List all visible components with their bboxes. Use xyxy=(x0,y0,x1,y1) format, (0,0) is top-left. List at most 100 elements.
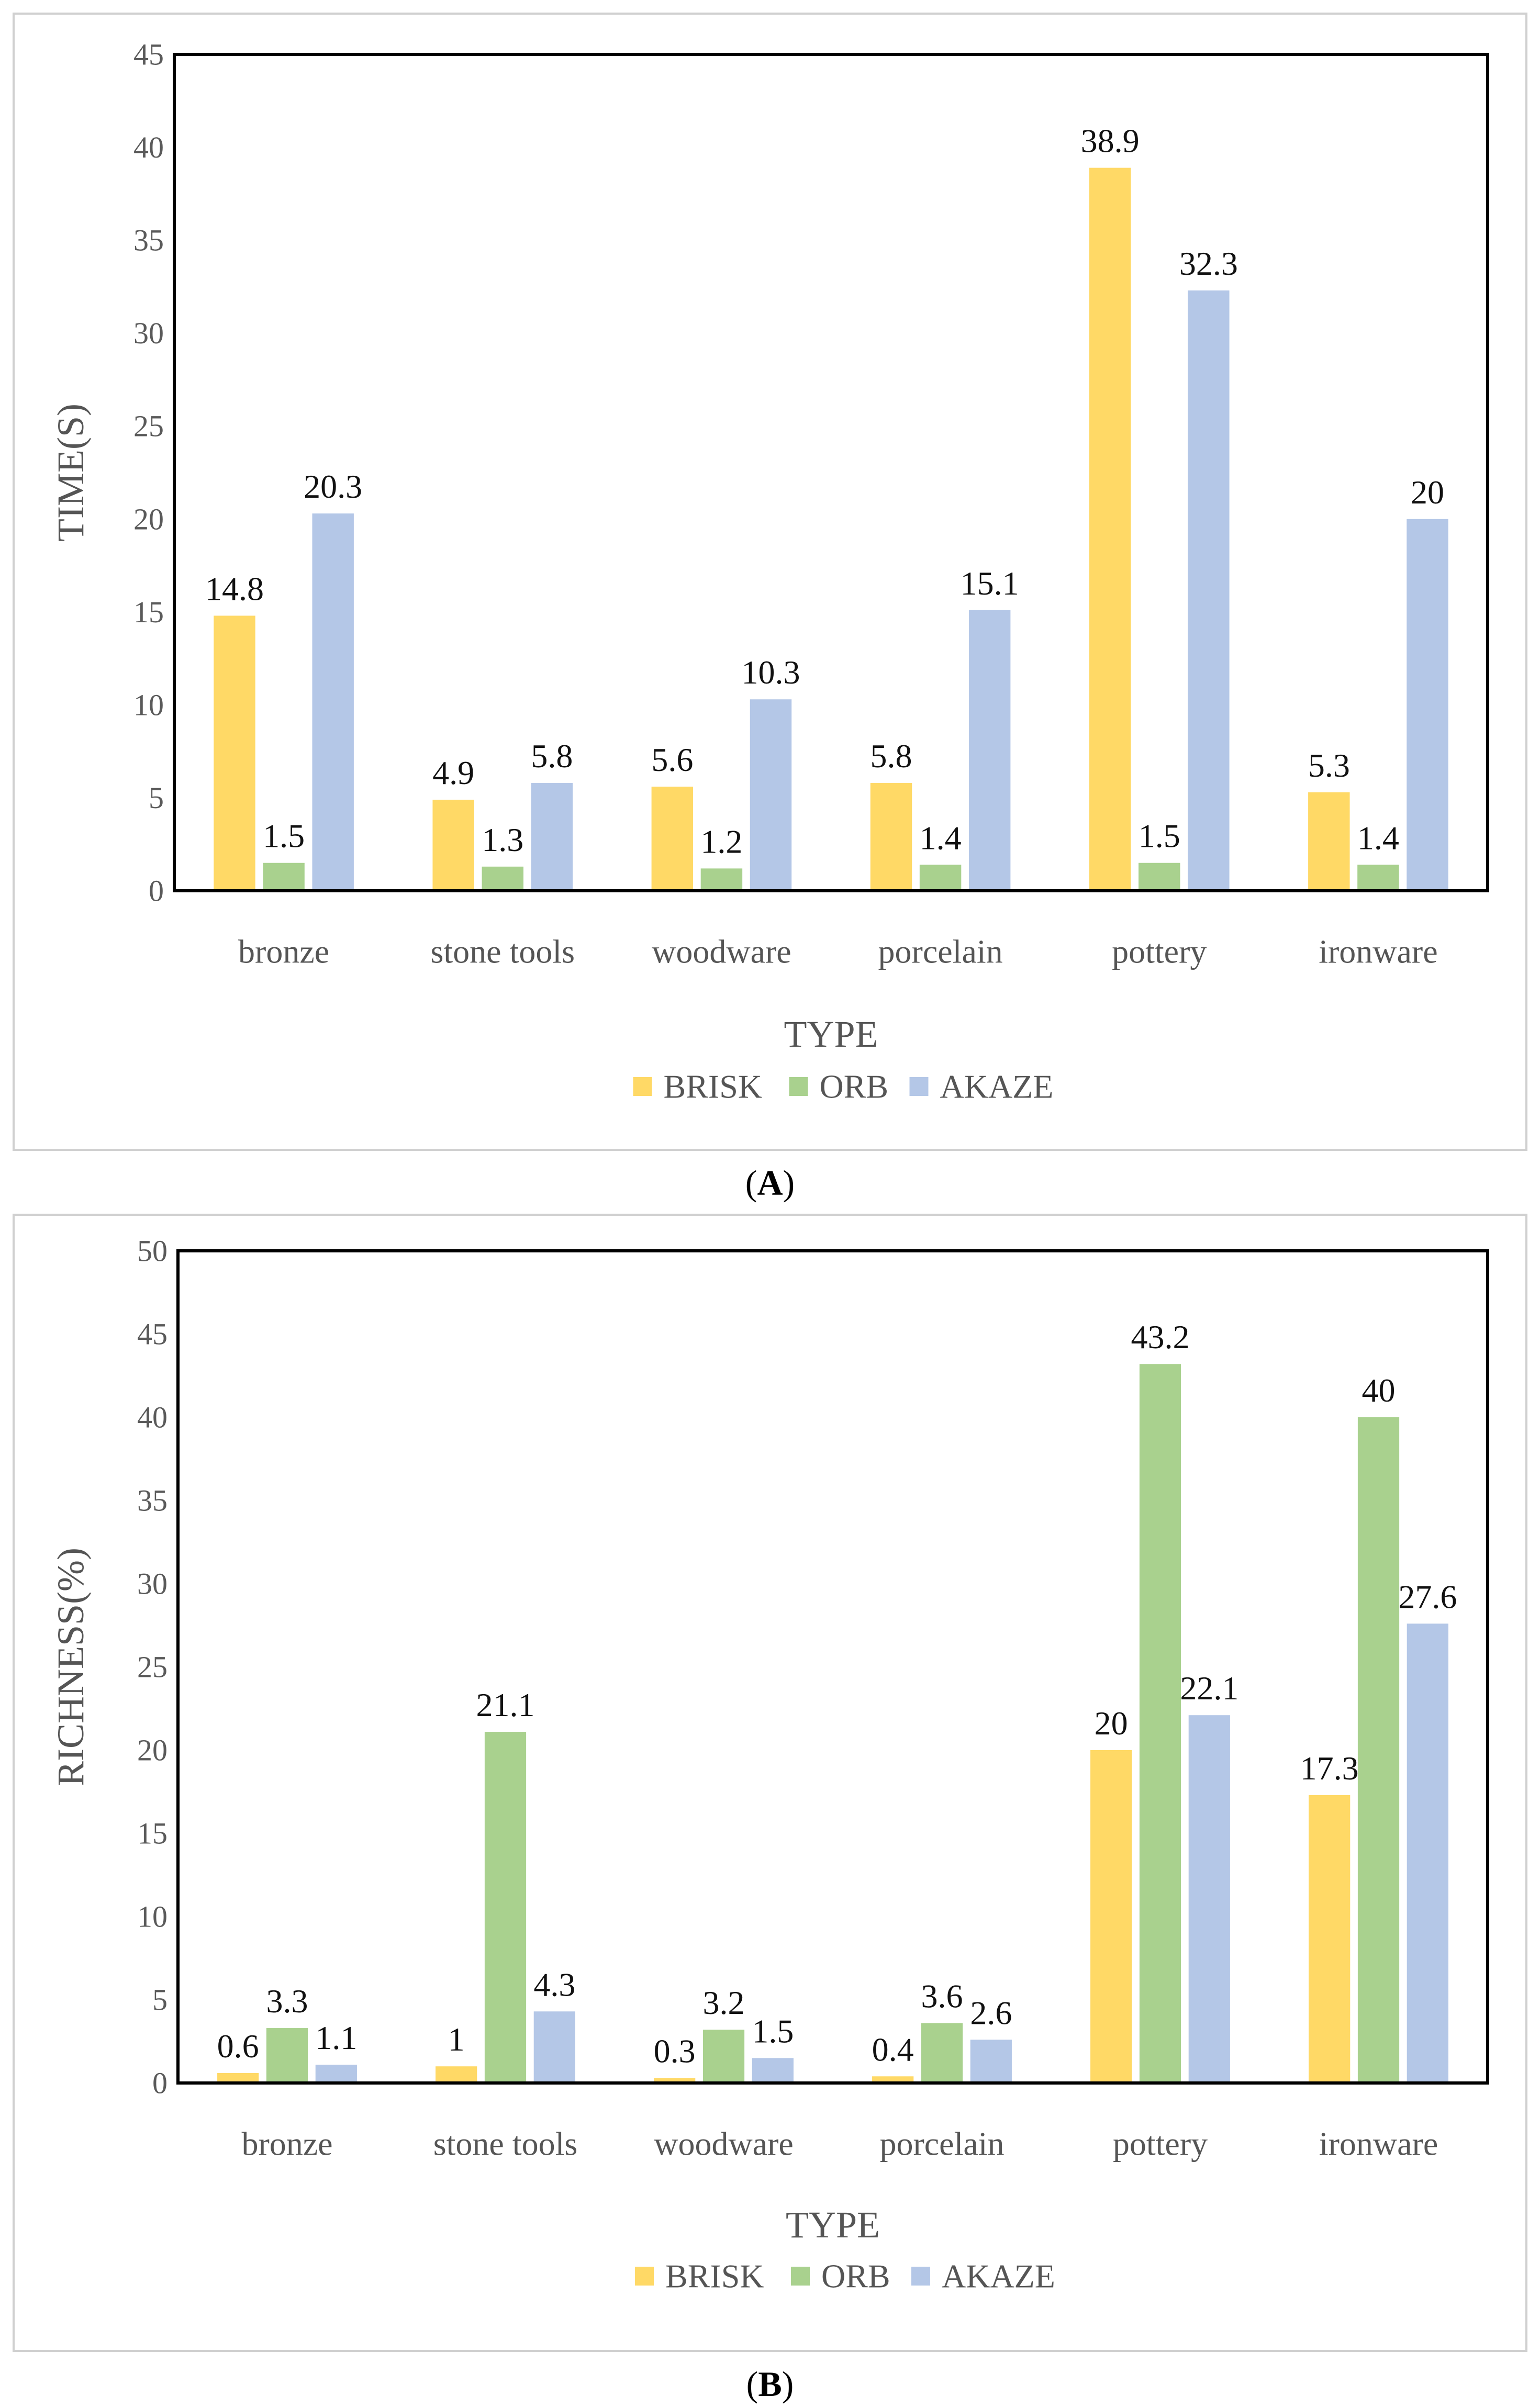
y-axis-title: RICHNESS(%) xyxy=(50,1548,92,1786)
y-tick-label: 10 xyxy=(137,1900,168,1934)
y-tick-label: 40 xyxy=(137,1401,168,1435)
bar-akaze-woodware xyxy=(750,699,792,891)
bar-brisk-pottery xyxy=(1089,167,1131,891)
data-label-brisk-bronze: 0.6 xyxy=(217,2028,259,2065)
panel-b: 0 5 10 15 20 25 30 35 40 45 50 0.63.31.1 bronze 1 21.1… xyxy=(13,1214,1527,2404)
data-label-akaze-pottery: 22.1 xyxy=(1180,1670,1238,1707)
y-tick-label: 30 xyxy=(133,316,164,350)
data-label-akaze-stone-tools: 4.3 xyxy=(533,1966,575,2003)
bar-orb-woodware xyxy=(700,868,743,891)
bar-brisk-bronze xyxy=(217,2073,259,2083)
data-label-orb-pottery: 43.2 xyxy=(1131,1318,1190,1356)
y-tick-label: 40 xyxy=(133,130,164,164)
bar-brisk-woodware xyxy=(651,787,694,891)
y-tick-label: 45 xyxy=(137,1317,168,1351)
y-tick-label: 30 xyxy=(137,1567,168,1601)
y-tick-label: 35 xyxy=(137,1484,168,1518)
y-axis-title: TIME(S) xyxy=(50,404,92,542)
data-label-orb-bronze: 3.3 xyxy=(266,1983,308,2020)
y-tick-label: 5 xyxy=(152,1983,168,2017)
x-tick-label: bronze xyxy=(238,933,329,970)
data-label-orb-bronze: 1.5 xyxy=(263,817,305,855)
data-label-akaze-ironware: 27.6 xyxy=(1398,1578,1457,1615)
bar-orb-bronze xyxy=(263,863,305,891)
data-label-orb-stone-tools: 1.3 xyxy=(482,821,523,858)
data-label-brisk-porcelain: 0.4 xyxy=(872,2031,914,2068)
x-tick-label: woodware xyxy=(652,933,791,970)
data-label-akaze-porcelain: 2.6 xyxy=(970,1994,1012,2031)
data-label-brisk-porcelain: 5.8 xyxy=(870,737,912,775)
y-tick-label: 20 xyxy=(137,1733,168,1767)
bar-akaze-pottery xyxy=(1188,1715,1230,2083)
y-tick-label: 25 xyxy=(137,1650,168,1684)
data-label-orb-stone-tools: 21.1 xyxy=(476,1686,535,1723)
bar-brisk-ironware xyxy=(1309,1795,1351,2083)
data-label-brisk-woodware: 0.3 xyxy=(654,2032,696,2069)
x-tick-label: ironware xyxy=(1319,2125,1438,2163)
bar-akaze-ironware xyxy=(1407,519,1448,891)
bar-orb-stone-tools xyxy=(484,1732,527,2083)
legend-label-brisk: BRISK xyxy=(665,2258,764,2295)
x-tick-label: pottery xyxy=(1113,2125,1208,2163)
data-label-akaze-pottery: 32.3 xyxy=(1179,245,1238,282)
legend-label-orb: ORB xyxy=(821,2258,890,2295)
x-tick-label: porcelain xyxy=(879,2125,1004,2163)
legend-label-brisk: BRISK xyxy=(664,1068,763,1105)
bar-akaze-porcelain xyxy=(968,610,1011,891)
panel-a: 05101520253035404514.81.520.3bronze4.91.… xyxy=(13,13,1527,1203)
data-label-orb-porcelain: 1.4 xyxy=(920,819,962,856)
x-tick-label: ironware xyxy=(1319,933,1437,970)
x-tick-label: bronze xyxy=(241,2125,332,2163)
data-label-brisk-ironware: 5.3 xyxy=(1308,747,1350,784)
bar-orb-bronze xyxy=(266,2028,308,2083)
legend-label-akaze: AKAZE xyxy=(940,1068,1054,1105)
bar-orb-porcelain xyxy=(921,2023,963,2083)
x-tick-label: pottery xyxy=(1112,933,1207,970)
plot-area-border xyxy=(173,53,1489,892)
data-label-akaze-woodware: 10.3 xyxy=(742,654,800,691)
legend: BRISK ORB AKAZE xyxy=(635,2258,1055,2295)
chart-frame xyxy=(13,13,1527,1151)
legend-swatch-akaze xyxy=(911,2267,930,2286)
bar-brisk-stone-tools xyxy=(432,799,474,891)
data-label-brisk-pottery: 20 xyxy=(1095,1705,1128,1742)
bar-brisk-pottery xyxy=(1090,1750,1132,2083)
data-label-orb-woodware: 1.2 xyxy=(700,823,742,860)
bar-akaze-woodware xyxy=(752,2058,794,2083)
data-label-brisk-bronze: 14.8 xyxy=(205,570,264,607)
bar-brisk-porcelain xyxy=(870,783,912,891)
bar-orb-ironware xyxy=(1357,1417,1400,2083)
x-tick-label: stone tools xyxy=(433,2125,578,2163)
chart-frame xyxy=(13,1214,1527,2352)
y-tick-label: 10 xyxy=(133,688,164,722)
legend-swatch-brisk xyxy=(635,2267,654,2286)
data-label-brisk-woodware: 5.6 xyxy=(651,741,693,778)
bar-akaze-porcelain xyxy=(970,2040,1012,2083)
y-tick-label: 35 xyxy=(133,223,164,257)
x-axis-title: TYPE xyxy=(784,1013,878,1055)
data-label-akaze-porcelain: 15.1 xyxy=(961,565,1019,602)
data-label-akaze-bronze: 1.1 xyxy=(315,2019,357,2056)
data-label-orb-ironware: 1.4 xyxy=(1357,819,1399,856)
x-tick-label: stone tools xyxy=(430,933,575,970)
bar-akaze-stone-tools xyxy=(533,2011,575,2083)
y-tick-label: 50 xyxy=(137,1234,168,1268)
data-label-brisk-stone-tools: 4.9 xyxy=(432,754,474,791)
bar-orb-stone-tools xyxy=(482,866,523,891)
data-label-akaze-ironware: 20 xyxy=(1411,474,1444,511)
bar-orb-ironware xyxy=(1357,865,1399,891)
panel-caption: (A) xyxy=(745,1163,795,1203)
y-tick-label: 15 xyxy=(137,1817,168,1851)
legend-swatch-brisk xyxy=(633,1077,652,1096)
legend-swatch-orb xyxy=(791,2267,810,2286)
legend-swatch-orb xyxy=(789,1077,808,1096)
bar-orb-pottery xyxy=(1139,863,1180,891)
x-tick-label: porcelain xyxy=(878,933,1003,970)
data-label-brisk-pottery: 38.9 xyxy=(1081,122,1140,160)
y-tick-label: 0 xyxy=(152,2066,168,2100)
data-label-akaze-bronze: 20.3 xyxy=(304,468,362,505)
legend-swatch-akaze xyxy=(909,1077,929,1096)
y-tick-label: 45 xyxy=(133,38,164,72)
legend-label-akaze: AKAZE xyxy=(942,2258,1055,2295)
data-label-orb-woodware: 3.2 xyxy=(703,1984,745,2021)
